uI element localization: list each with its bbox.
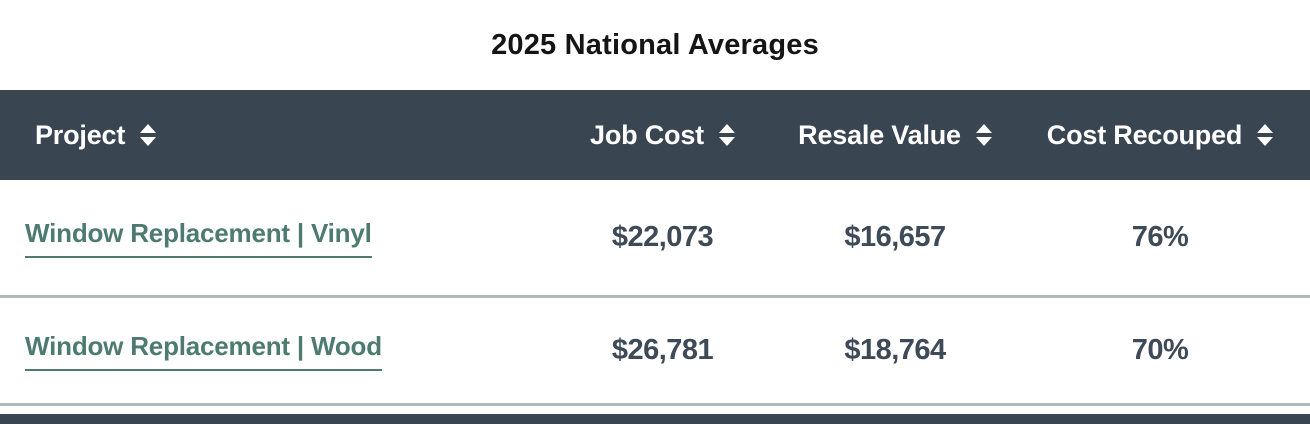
sort-up-arrow-icon [1257,124,1274,133]
column-header-cost-recouped-label: Cost Recouped [1046,119,1243,150]
project-cell: Window Replacement | Wood [0,331,545,371]
table-row: Window Replacement | Vinyl $22,073 $16,6… [0,180,1310,298]
sort-down-arrow-icon [975,137,992,146]
table-row: Window Replacement | Wood $26,781 $18,76… [0,298,1310,406]
sort-up-arrow-icon [975,124,992,133]
sort-icon[interactable] [1257,124,1274,146]
sort-up-arrow-icon [718,124,735,133]
cost-recouped-value: 76% [1131,221,1189,253]
next-table-header-partial [0,414,1310,424]
job-cost-value: $22,073 [611,221,714,253]
column-header-project[interactable]: Project [0,120,545,151]
column-header-resale-value-label: Resale Value [798,119,961,150]
sort-icon[interactable] [718,124,735,146]
job-cost-cell: $26,781 [545,334,780,367]
resale-value-value: $16,657 [844,221,946,253]
table-header-row: Project Job Cost Resale Value Cost Recou… [0,90,1310,180]
sort-icon[interactable] [975,124,992,146]
spacer [0,406,1310,414]
sort-down-arrow-icon [1257,137,1274,146]
project-link[interactable]: Window Replacement | Vinyl [25,218,372,258]
sort-up-arrow-icon [140,124,157,133]
resale-value-cell: $16,657 [780,221,1010,254]
sort-down-arrow-icon [718,137,735,146]
title-bar: 2025 National Averages [0,0,1310,90]
sort-icon[interactable] [140,124,157,146]
page-title: 2025 National Averages [491,28,819,61]
resale-value-cell: $18,764 [780,334,1010,367]
column-header-job-cost[interactable]: Job Cost [545,120,780,151]
column-header-job-cost-label: Job Cost [590,119,704,150]
cost-recouped-cell: 70% [1010,334,1310,367]
column-header-cost-recouped[interactable]: Cost Recouped [1010,120,1310,151]
project-cell: Window Replacement | Vinyl [0,218,545,258]
resale-value-value: $18,764 [844,334,946,366]
sort-down-arrow-icon [140,137,157,146]
column-header-project-label: Project [35,119,126,150]
cost-recouped-value: 70% [1131,334,1189,366]
job-cost-value: $26,781 [611,334,714,366]
column-header-resale-value[interactable]: Resale Value [780,120,1010,151]
project-link[interactable]: Window Replacement | Wood [25,331,382,371]
job-cost-cell: $22,073 [545,221,780,254]
cost-recouped-cell: 76% [1010,221,1310,254]
